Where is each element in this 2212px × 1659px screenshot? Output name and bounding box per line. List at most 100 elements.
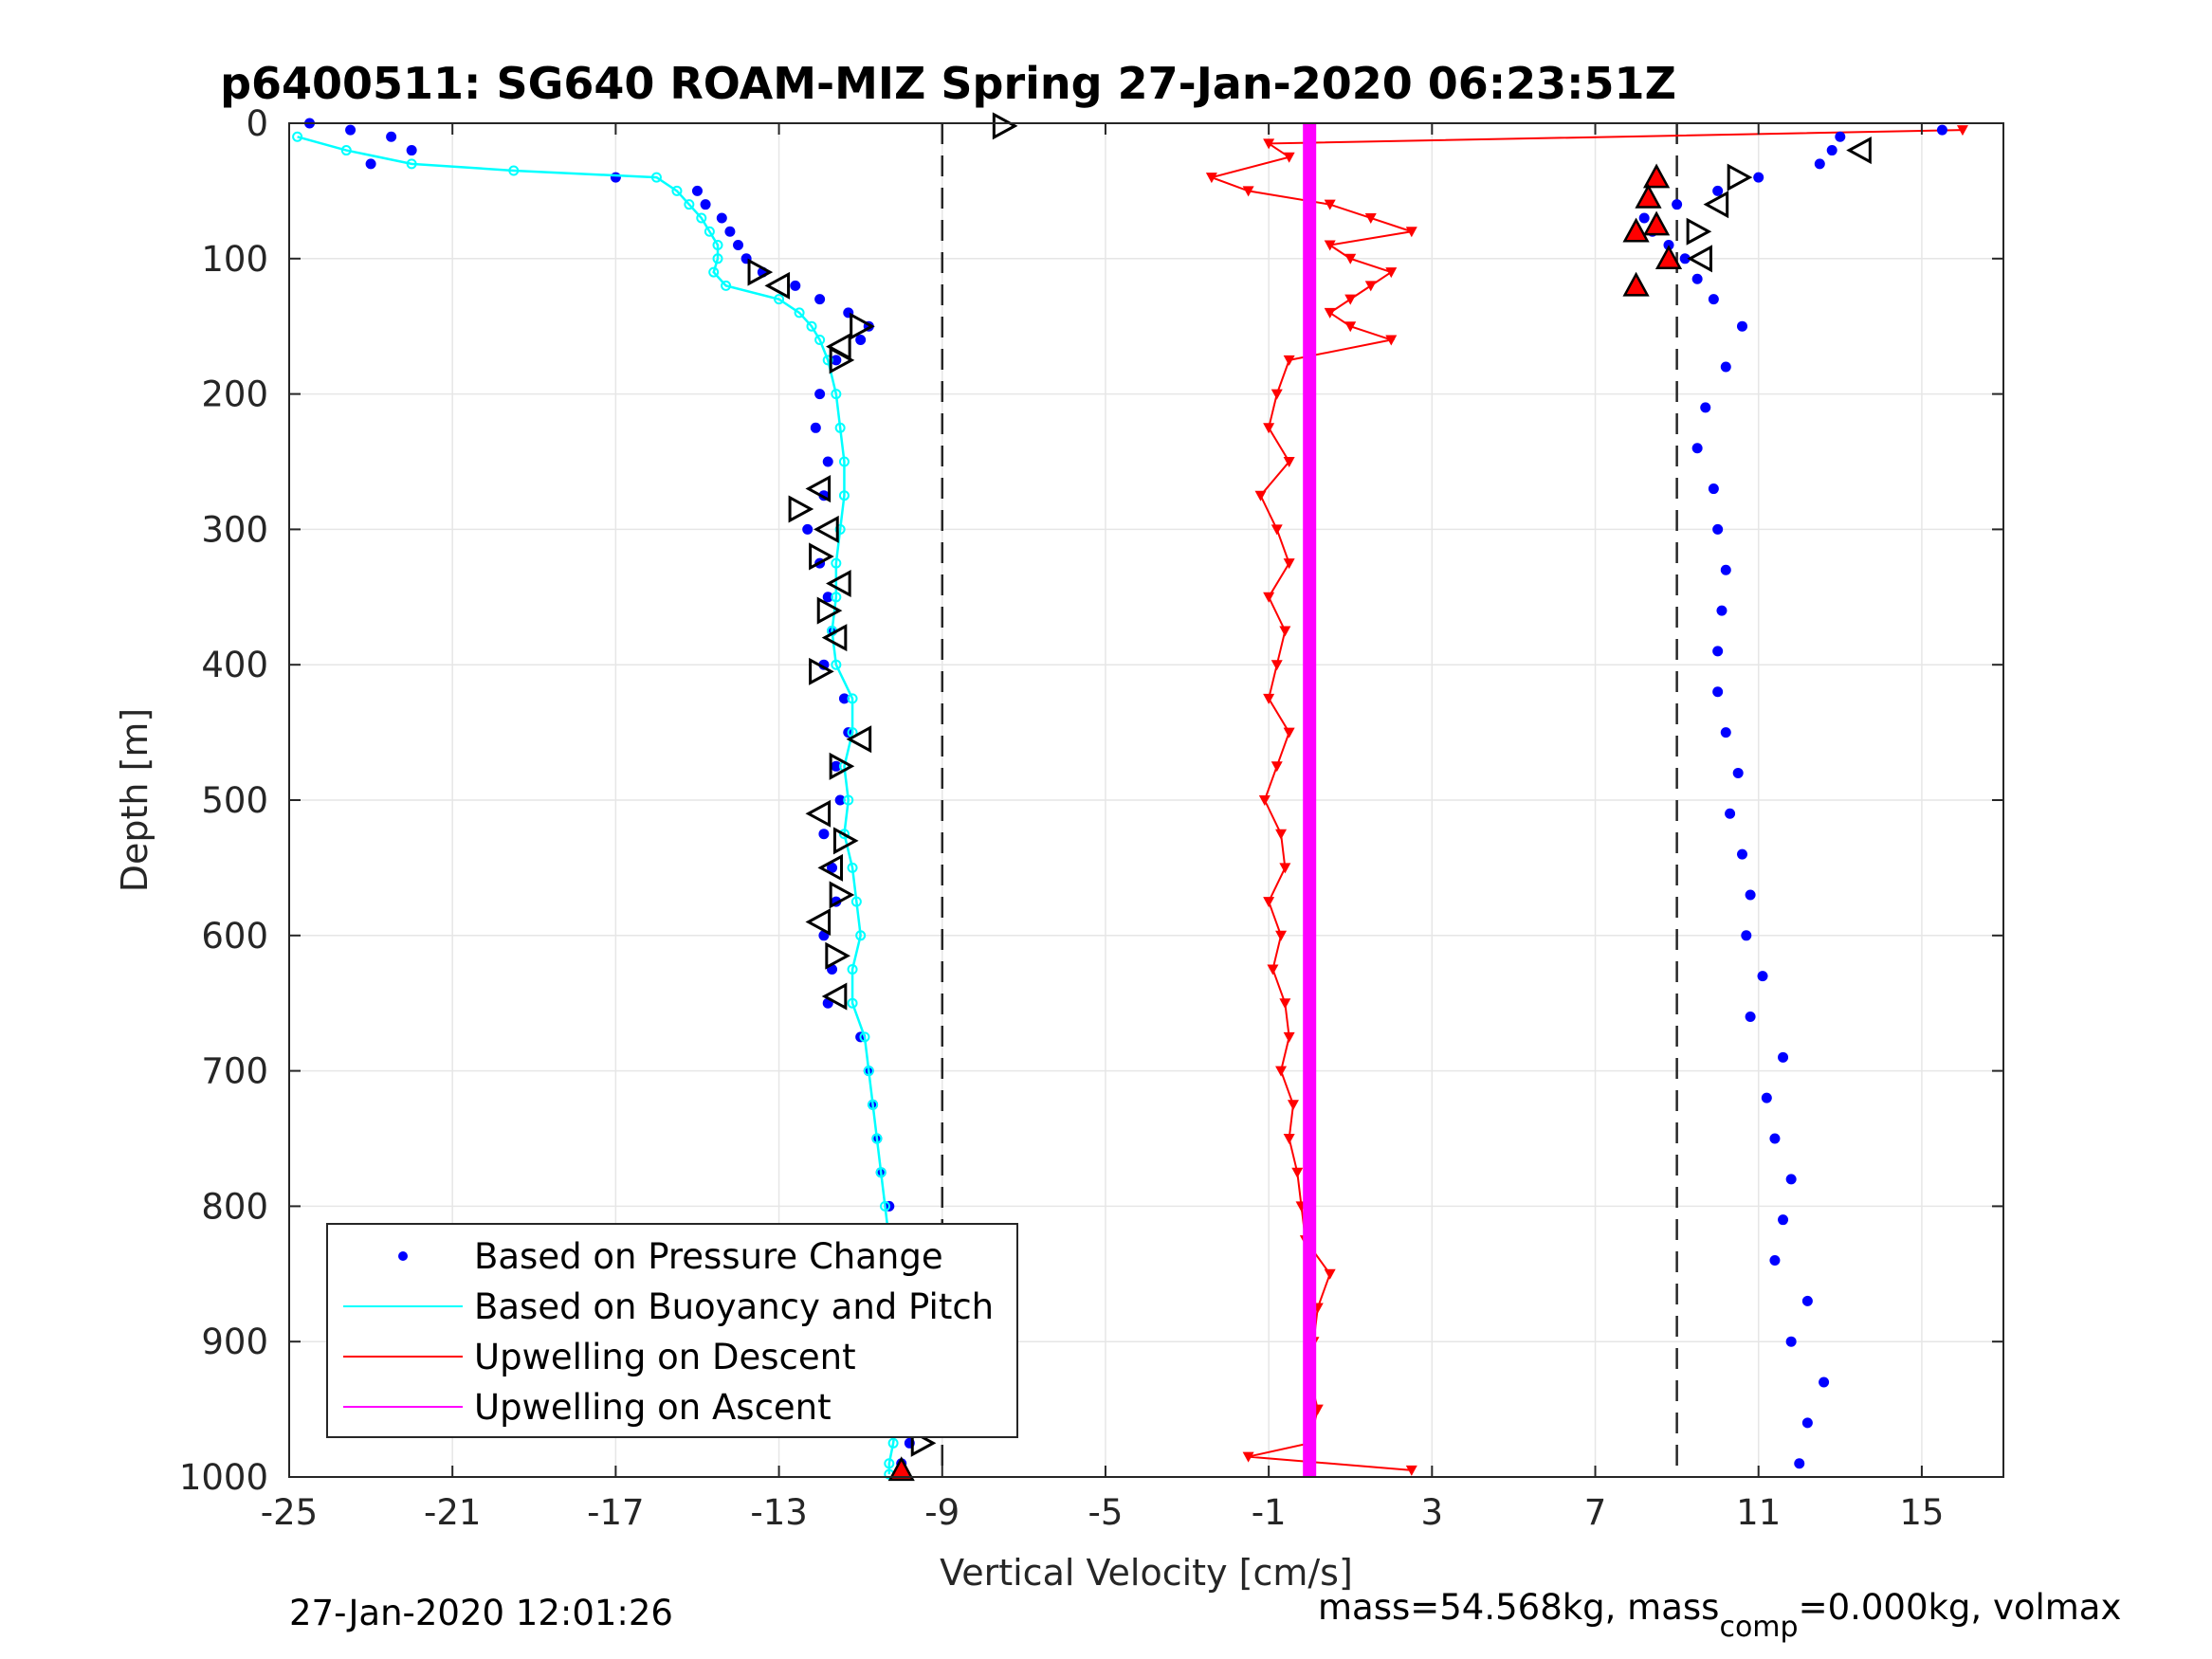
- pressure-descent-point: [827, 862, 838, 873]
- legend-label-buoyancy: Based on Buoyancy and Pitch: [474, 1286, 994, 1327]
- buoyancy-point: [834, 422, 846, 433]
- pressure-descent-point: [716, 212, 727, 224]
- pressure-descent-point: [834, 794, 846, 806]
- upwelling-descent-point: [1275, 1066, 1288, 1077]
- pitch-marker: [814, 515, 839, 543]
- pressure-ascent-point: [1753, 172, 1764, 183]
- pressure-ascent-point: [1720, 361, 1731, 373]
- buoyancy-point: [838, 490, 850, 501]
- upwelling-descent-point: [1267, 964, 1279, 975]
- pressure-ascent-point: [1638, 212, 1650, 224]
- pressure-descent-point: [822, 456, 833, 467]
- pressure-ascent-point: [1835, 131, 1846, 142]
- pressure-ascent-point: [1672, 199, 1683, 210]
- legend: Based on Pressure Change Based on Buoyan…: [326, 1223, 1018, 1438]
- x-tick-label: 7: [1584, 1492, 1607, 1533]
- pressure-descent-point: [814, 389, 826, 400]
- pitch-marker: [1687, 245, 1712, 273]
- pressure-descent-point: [790, 280, 801, 291]
- footer-timestamp: 27-Jan-2020 12:01:26: [289, 1593, 673, 1633]
- pitch-marker: [850, 312, 875, 340]
- y-tick-label: 900: [201, 1322, 268, 1362]
- pressure-ascent-point: [1700, 402, 1711, 413]
- buoyancy-point: [831, 592, 842, 603]
- buoyancy-point: [508, 165, 520, 176]
- pitch-marker: [829, 881, 855, 909]
- upwelling-descent-point: [1283, 152, 1295, 163]
- buoyancy-point: [671, 185, 683, 196]
- buoyancy-point: [863, 1066, 874, 1077]
- buoyancy-point: [822, 355, 833, 366]
- pitch-marker: [805, 907, 832, 937]
- buoyancy-point: [814, 334, 826, 345]
- buoyancy-point: [859, 1031, 870, 1043]
- footer-mass-rest: =0.000kg, volmax: [1799, 1587, 2122, 1628]
- upwelling-descent-point: [1283, 1134, 1295, 1144]
- buoyancy-point: [292, 131, 303, 142]
- pressure-descent-point: [365, 158, 376, 170]
- buoyancy-point: [850, 896, 862, 907]
- pressure-ascent-point: [1712, 646, 1724, 657]
- stall-marker: [1622, 217, 1650, 243]
- pressure-descent-point: [691, 185, 703, 196]
- pressure-ascent-point: [1794, 1458, 1805, 1469]
- pressure-ascent-point: [1819, 1376, 1830, 1388]
- pressure-ascent-point: [1745, 889, 1756, 901]
- pressure-ascent-point: [1826, 145, 1837, 156]
- upwelling-descent-point: [1263, 897, 1275, 908]
- stall-marker: [1642, 210, 1671, 236]
- pitch-marker: [809, 542, 834, 571]
- pitch-marker: [1703, 191, 1729, 219]
- upwelling-descent-point: [1283, 1031, 1295, 1043]
- upwelling-descent-point: [1279, 626, 1291, 637]
- upwelling-descent-point: [1344, 321, 1357, 333]
- upwelling-descent-point: [1324, 240, 1336, 251]
- buoyancy-point: [838, 456, 850, 467]
- pitch-marker: [1727, 163, 1753, 191]
- y-axis-label: Depth [m]: [114, 708, 155, 893]
- pressure-ascent-point: [1769, 1255, 1781, 1267]
- pitch-marker: [992, 112, 1018, 140]
- upwelling-descent-point: [1254, 490, 1267, 501]
- buoyancy-point: [847, 964, 858, 975]
- upwelling-descent-point: [1275, 930, 1288, 941]
- pressure-ascent-point: [1769, 1133, 1781, 1144]
- legend-label-descent: Upwelling on Descent: [474, 1337, 856, 1377]
- buoyancy-point: [774, 294, 785, 305]
- stall-marker: [1635, 183, 1662, 209]
- upwelling-descent-point: [1271, 524, 1283, 536]
- pitch-marker: [825, 941, 850, 970]
- stall-marker: [1654, 245, 1683, 270]
- buoyancy-point: [721, 280, 732, 291]
- pitch-marker: [764, 271, 791, 300]
- upwelling-descent-point: [1283, 727, 1295, 738]
- buoyancy-point: [684, 199, 695, 210]
- upwelling-descent-point: [1283, 558, 1295, 570]
- pressure-descent-point: [822, 592, 833, 603]
- buoyancy-point: [696, 212, 707, 224]
- pressure-ascent-point: [1712, 523, 1724, 535]
- upwelling-descent-point: [1242, 186, 1254, 197]
- stall-marker: [1642, 163, 1671, 189]
- footer-mass-subscript: comp: [1719, 1611, 1798, 1644]
- y-tick-label: 600: [201, 916, 268, 957]
- x-tick-label: 3: [1421, 1492, 1444, 1533]
- y-tick-label: 0: [246, 103, 268, 144]
- upwelling-descent-point: [1364, 281, 1377, 292]
- pressure-ascent-point: [1679, 253, 1691, 264]
- upwelling-descent-point: [1283, 457, 1295, 467]
- chart-title: p6400511: SG640 ROAM-MIZ Spring 27-Jan-2…: [220, 58, 1676, 109]
- upwelling-descent-point: [1385, 267, 1398, 279]
- pressure-ascent-point: [1716, 605, 1728, 616]
- pressure-descent-point: [724, 226, 736, 237]
- footer-mass: mass=54.568kg, masscomp=0.000kg, volmax: [1318, 1587, 2121, 1644]
- upwelling-descent-point: [1344, 294, 1357, 305]
- buoyancy-point: [650, 172, 662, 183]
- buoyancy-point: [712, 240, 723, 251]
- stall-marker: [1622, 271, 1650, 297]
- x-tick-label: -17: [587, 1492, 644, 1533]
- upwelling-descent-point: [1258, 795, 1271, 806]
- x-tick-label: -1: [1252, 1492, 1287, 1533]
- buoyancy-point: [831, 389, 842, 400]
- pressure-ascent-point: [1712, 185, 1724, 196]
